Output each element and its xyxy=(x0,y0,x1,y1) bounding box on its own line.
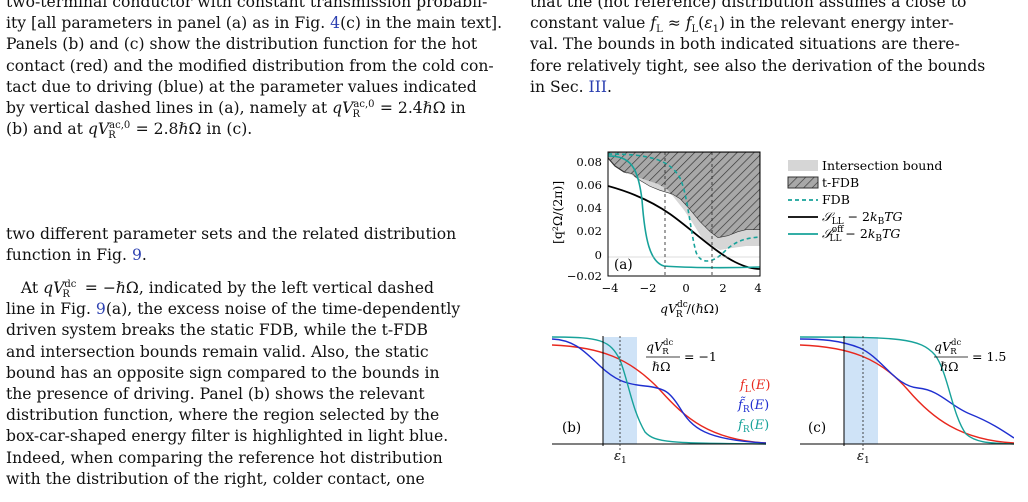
text-line: line in Fig. 9(a), the excess noise of t… xyxy=(6,300,461,319)
caption-line: by vertical dashed lines in (a), namely … xyxy=(6,98,466,121)
fL-curve xyxy=(800,344,1014,444)
panel-b: ε1 (b) qVdc R ℏΩ = −1 fL(E) f̃R(E) fR(E) xyxy=(552,336,770,466)
caption-line: contact (red) and the modified distribut… xyxy=(6,56,494,75)
text-line: the presence of driving. Panel (b) shows… xyxy=(6,385,425,404)
svg-text:qVdcR: qVdc R xyxy=(934,338,961,357)
fR-tilde-label: f̃R(E) xyxy=(737,396,769,415)
paragraph: two different parameter sets and the rel… xyxy=(6,224,506,266)
panel-b-label: (b) xyxy=(562,420,581,436)
legend-fdb: FDB xyxy=(822,192,850,207)
svg-text:qVdcR: qVdc R xyxy=(646,338,673,357)
ytick: 0.02 xyxy=(576,224,602,238)
caption-line: Panels (b) and (c) show the distribution… xyxy=(6,35,478,54)
caption-line: tact due to driving (blue) at the parame… xyxy=(6,77,477,96)
text-line: constant value fL ≈ fL(ε1) in the releva… xyxy=(530,14,954,36)
xtick: −2 xyxy=(640,281,657,295)
xtick: 0 xyxy=(682,281,689,295)
caption-line: two-terminal conductor with constant tra… xyxy=(6,0,488,11)
panel-c: ε1 (c) qVdc R ℏΩ = 1.5 xyxy=(800,336,1014,466)
caption-line: ity [all parameters in panel (a) as in F… xyxy=(6,14,503,33)
text-line: two different parameter sets and the rel… xyxy=(6,225,457,243)
figure-caption: two-terminal conductor with constant tra… xyxy=(6,0,506,142)
text-line: val. The bounds in both indicated situat… xyxy=(530,35,960,54)
text-line: with the distribution of the right, cold… xyxy=(6,469,425,488)
fdb-curve xyxy=(608,153,760,262)
energy-filter-highlight xyxy=(844,337,878,444)
ylabel: [q²Ω/(2π)] xyxy=(550,181,565,244)
legend-sll: 𝒮LL − 2kBTG xyxy=(822,209,903,227)
legend-tfdb: t-FDB xyxy=(822,175,859,190)
text-line: box-car-shaped energy filter is highligh… xyxy=(6,427,449,446)
svg-text:ℏΩ: ℏΩ xyxy=(652,359,670,374)
xtick: −4 xyxy=(602,281,619,295)
epsilon-label: ε1 xyxy=(614,449,627,466)
xtick: 2 xyxy=(719,281,726,295)
fR-curve xyxy=(800,336,1014,445)
text-line: At qVdcR = −ℏΩ, indicated by the left ve… xyxy=(6,278,434,301)
intersection-region xyxy=(624,172,760,250)
ytick: 0 xyxy=(595,248,602,262)
text-line: fore relatively tight, see also the deri… xyxy=(530,56,986,75)
caption-line: (b) and at qVac,0R = 2.8ℏΩ in (c). xyxy=(6,120,253,142)
text-line: bound has an opposite sign compared to t… xyxy=(6,363,440,382)
text-line: distribution function, where the region … xyxy=(6,406,440,425)
text-line: Indeed, when comparing the reference hot… xyxy=(6,448,443,467)
text-line: that the (hot reference) distribution as… xyxy=(530,0,967,11)
text-line: driven system breaks the static FDB, whi… xyxy=(6,321,428,340)
ytick: 0.04 xyxy=(576,201,602,215)
legend-swatch-tfdb xyxy=(787,176,819,189)
fR-label: fR(E) xyxy=(737,418,769,435)
legend-swatch-intersection xyxy=(788,160,818,171)
panel-a: 0.08 0.06 0.04 0.02 0 −0.02 −4 −2 0 2 4 … xyxy=(550,151,762,320)
text-line: function in Fig. 9. xyxy=(6,246,147,265)
panel-c-equation: qVdc R ℏΩ = 1.5 xyxy=(934,338,1006,374)
fL-label: fL(E) xyxy=(739,378,770,395)
legend-intersection: Intersection bound xyxy=(822,158,942,173)
text-line: and intersection bounds remain valid. Al… xyxy=(6,342,429,361)
paragraph: At qVdcR = −ℏΩ, indicated by the left ve… xyxy=(6,278,506,490)
fL-curve xyxy=(552,344,766,444)
legend: Intersection bound t-FDB FDB 𝒮LL − 2kBTG… xyxy=(787,158,942,244)
ytick: −0.02 xyxy=(567,269,602,283)
epsilon-label: ε1 xyxy=(857,449,870,466)
xtick: 4 xyxy=(754,281,761,295)
svg-text:ℏΩ: ℏΩ xyxy=(940,359,958,374)
sll-off-curve xyxy=(608,155,760,269)
panel-a-label: (a) xyxy=(614,257,633,273)
text-line: in Sec. III. xyxy=(530,77,612,96)
fR-tilde-curve xyxy=(552,338,766,444)
paragraph: that the (hot reference) distribution as… xyxy=(530,0,1022,98)
ytick: 0.08 xyxy=(576,155,602,169)
figure-9: 0.08 0.06 0.04 0.02 0 −0.02 −4 −2 0 2 4 … xyxy=(550,151,1014,466)
svg-text:= 1.5: = 1.5 xyxy=(972,349,1006,364)
xlabel: qVdc R/(ℏΩ) xyxy=(660,300,719,320)
panel-c-label: (c) xyxy=(808,420,826,436)
panel-b-equation: qVdc R ℏΩ = −1 xyxy=(646,338,717,374)
legend-sll-off: 𝒮off LL − 2kBTG xyxy=(822,225,900,244)
svg-text:= −1: = −1 xyxy=(684,349,717,364)
ytick: 0.06 xyxy=(576,178,602,192)
